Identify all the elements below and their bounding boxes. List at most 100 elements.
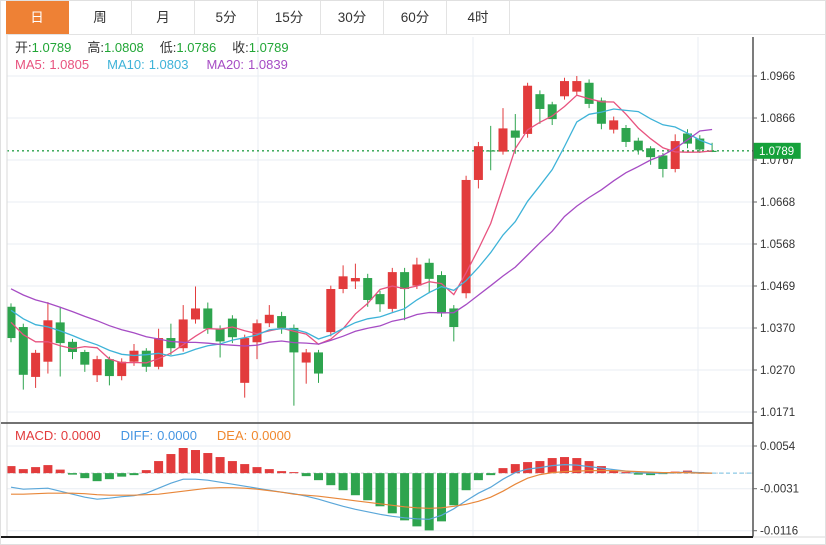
candle-body — [584, 82, 594, 104]
ohlc-label: 开: — [15, 40, 32, 55]
price-axis-label: 1.0866 — [760, 113, 795, 125]
tab-4hour[interactable]: 4时 — [447, 1, 510, 34]
candle-body — [227, 318, 237, 338]
candle-body — [68, 341, 77, 352]
macd-bar — [609, 470, 619, 474]
price-axis: 1.09661.08661.07671.06681.05681.04691.03… — [753, 71, 795, 419]
tab-week[interactable]: 周 — [69, 1, 132, 34]
macd-axis-label: -0.0116 — [760, 526, 798, 538]
current-price-tag-text: 1.0789 — [759, 146, 794, 158]
macd-bar — [6, 466, 16, 474]
ohlc-value: 1.0789 — [248, 40, 289, 55]
chart-borders — [1, 34, 825, 538]
macd-bar — [437, 473, 446, 522]
ma-label: MA10: — [107, 57, 145, 72]
tab-month[interactable]: 月 — [132, 1, 195, 34]
price-axis-label: 1.0568 — [760, 239, 795, 251]
candle-body — [486, 150, 496, 152]
ohlc-item: 低:1.0786 — [160, 40, 216, 55]
candle-body — [449, 308, 459, 328]
price-axis-label: 1.0668 — [760, 197, 795, 209]
macd-bar — [326, 473, 336, 486]
candle-body — [473, 146, 483, 180]
macd-axis-label: -0.0031 — [760, 484, 799, 496]
candle-body — [117, 361, 127, 377]
price-axis-label: 1.0270 — [760, 365, 795, 377]
candle-body — [203, 308, 213, 329]
ohlc-value: 1.0786 — [176, 40, 217, 55]
ma-value: 1.0839 — [248, 57, 288, 72]
candle-body — [683, 133, 692, 144]
macd-bar — [301, 473, 311, 477]
macd-bar — [387, 473, 397, 514]
macd-bar — [31, 467, 41, 474]
macd-bar — [141, 470, 151, 474]
candle-body — [437, 275, 446, 314]
ma-values-row: MA5: 1.0805 MA10: 1.0803 MA20: 1.0839 — [15, 56, 306, 73]
candle-body — [498, 128, 508, 152]
macd-bar — [80, 473, 90, 479]
candle-body — [215, 328, 225, 342]
macd-bar — [350, 473, 360, 496]
tab-5min[interactable]: 5分 — [195, 1, 258, 34]
macd-bar — [498, 468, 508, 474]
macd-bar — [461, 473, 471, 491]
candle-body — [240, 338, 250, 383]
candle-body — [609, 120, 619, 130]
macd-bar — [400, 473, 410, 521]
macd-bar — [240, 464, 250, 474]
ohlc-label: 低: — [159, 40, 177, 55]
candle-body — [326, 289, 336, 333]
ohlc-value: 1.0808 — [104, 40, 144, 55]
ma-label: MA20: — [206, 57, 245, 72]
candles-group — [6, 76, 717, 406]
macd-axis: 0.0054 -0.0031 -0.0116 — [753, 441, 799, 538]
diff-line — [10, 463, 713, 520]
candle-body — [412, 264, 422, 286]
ma-value-item: MA20: 1.0839 — [206, 57, 287, 72]
macd-bar — [510, 464, 520, 474]
candle-body — [301, 352, 311, 363]
tab-day[interactable]: 日 — [6, 1, 69, 34]
candle-body — [80, 351, 90, 365]
dea-line — [11, 470, 713, 509]
macd-indicator-label: MACD: — [15, 428, 57, 443]
candle-body — [560, 81, 569, 97]
candle-body — [424, 262, 434, 279]
macd-bar — [227, 461, 237, 474]
gridlines — [7, 37, 753, 537]
macd-bar — [621, 472, 631, 474]
ma20-line — [10, 128, 713, 347]
price-axis-label: 1.0171 — [760, 407, 795, 419]
macd-bar — [375, 473, 385, 507]
tab-60min[interactable]: 60分 — [384, 1, 447, 34]
macd-indicator-label: DEA: — [216, 428, 248, 443]
macd-bar — [596, 466, 606, 474]
candle-body — [572, 81, 582, 92]
candle-body — [166, 338, 176, 349]
candle-body — [104, 359, 114, 377]
macd-bar — [252, 467, 262, 474]
macd-bar — [215, 457, 225, 474]
candle-body — [695, 138, 705, 150]
candle-body — [461, 179, 471, 294]
ma-value-item: MA5: 1.0805 — [15, 57, 89, 72]
ohlc-value: 1.0789 — [31, 40, 72, 55]
candle-body — [264, 314, 274, 324]
macd-values-row: MACD: 0.0000 DIFF: 0.0000 DEA: 0.0000 — [15, 428, 311, 443]
macd-bar — [646, 473, 656, 476]
price-axis-label: 1.0469 — [760, 281, 795, 293]
tab-30min[interactable]: 30分 — [321, 1, 384, 34]
macd-axis-label: 0.0054 — [760, 441, 796, 453]
tab-15min[interactable]: 15分 — [258, 1, 321, 34]
macd-bar — [129, 473, 139, 476]
macd-bar — [424, 473, 434, 531]
candle-body — [350, 278, 360, 282]
candle-body — [289, 327, 299, 353]
candle-body — [55, 322, 65, 344]
macd-bar — [117, 473, 127, 477]
tab-bar-spacer — [510, 1, 825, 34]
ma5-line — [10, 94, 713, 364]
